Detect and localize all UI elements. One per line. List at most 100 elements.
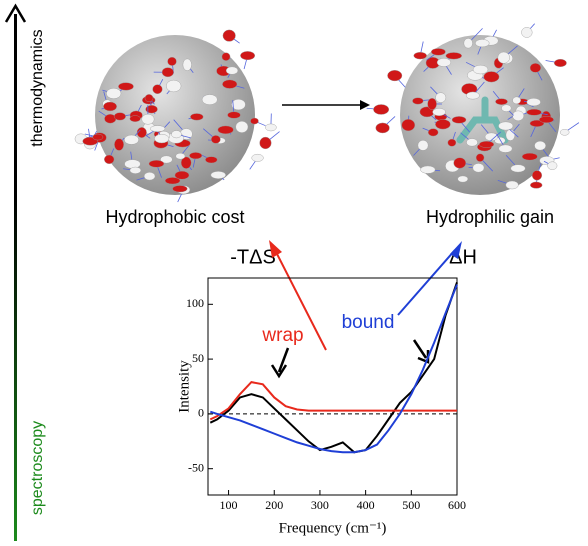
molecule-image xyxy=(75,30,280,202)
atom xyxy=(433,108,446,115)
atom xyxy=(373,104,388,114)
atom xyxy=(452,116,466,123)
atom xyxy=(476,154,484,162)
atom xyxy=(511,165,526,172)
atom xyxy=(479,141,494,147)
atom xyxy=(513,97,521,104)
atom xyxy=(250,118,258,124)
atom xyxy=(173,185,188,192)
atom xyxy=(104,155,114,164)
atom xyxy=(118,83,133,91)
x-tick-label: 600 xyxy=(448,498,466,512)
atom xyxy=(124,135,138,144)
atom xyxy=(530,182,542,188)
y-tick-label: 50 xyxy=(192,351,204,365)
atom xyxy=(162,68,174,77)
atom xyxy=(202,95,217,105)
atom xyxy=(240,51,254,59)
y-tick-label: 100 xyxy=(186,296,204,310)
atom xyxy=(473,163,484,172)
atom xyxy=(124,160,140,169)
atom xyxy=(166,80,181,92)
atom xyxy=(521,27,532,37)
y-tick-label: 0 xyxy=(198,406,204,420)
atom xyxy=(114,139,123,151)
atom xyxy=(153,85,163,94)
atom xyxy=(436,93,446,103)
atom xyxy=(484,72,499,83)
atom xyxy=(218,126,234,134)
atom xyxy=(412,98,423,105)
atom xyxy=(475,39,489,47)
atom xyxy=(114,113,126,121)
annotation: -TΔS xyxy=(230,246,276,268)
atom xyxy=(473,65,488,74)
atom xyxy=(223,30,236,41)
atom xyxy=(103,102,116,111)
atom xyxy=(150,126,165,132)
atom xyxy=(554,59,566,66)
series-line xyxy=(210,282,457,452)
x-axis-label: Frequency (cm⁻¹) xyxy=(279,520,387,536)
atom xyxy=(506,181,519,189)
atom xyxy=(513,111,524,121)
atom xyxy=(527,109,542,115)
atom xyxy=(420,166,435,174)
atom xyxy=(464,38,473,48)
atom xyxy=(495,99,507,105)
atom xyxy=(414,52,427,59)
atom xyxy=(168,57,177,65)
axis-label: thermodynamics xyxy=(29,29,46,146)
x-tick-label: 500 xyxy=(402,498,420,512)
atom xyxy=(548,162,558,170)
atom xyxy=(466,92,479,99)
atom xyxy=(171,131,181,138)
plot-frame xyxy=(208,278,457,495)
atom xyxy=(226,67,238,75)
atom xyxy=(144,172,155,180)
atom xyxy=(522,153,537,160)
y-tick-label: -50 xyxy=(188,460,204,474)
axis-label: spectroscopy xyxy=(29,421,46,515)
atom xyxy=(227,112,240,119)
atom xyxy=(211,171,226,178)
atom xyxy=(428,98,437,109)
atom xyxy=(454,158,466,169)
arrow xyxy=(272,348,288,376)
atom xyxy=(260,137,272,149)
atom xyxy=(236,121,248,132)
atom xyxy=(539,116,553,122)
atom xyxy=(458,176,468,182)
atom xyxy=(402,119,415,131)
atom xyxy=(535,141,546,150)
atom xyxy=(527,98,541,106)
atom xyxy=(418,140,428,150)
atom xyxy=(530,63,541,72)
atom xyxy=(149,160,164,167)
y-axis-label: Intensity xyxy=(176,360,192,413)
x-tick-label: 200 xyxy=(265,498,283,512)
atom xyxy=(388,70,402,81)
atom xyxy=(165,177,180,184)
atom xyxy=(222,80,237,89)
atom xyxy=(183,59,192,71)
atom xyxy=(498,122,513,130)
atom xyxy=(106,88,121,98)
atom xyxy=(446,52,462,59)
atom xyxy=(560,129,569,135)
atom xyxy=(466,139,477,147)
atom xyxy=(506,130,515,141)
arrow xyxy=(398,250,455,315)
atom xyxy=(176,153,185,159)
atom xyxy=(448,139,456,146)
atom xyxy=(205,157,217,163)
caption: Hydrophobic cost xyxy=(105,207,244,227)
atom xyxy=(435,119,450,129)
x-tick-label: 100 xyxy=(220,498,238,512)
annotation: ΔH xyxy=(449,246,477,268)
atom xyxy=(222,53,230,61)
atom xyxy=(498,52,510,63)
atom xyxy=(93,134,103,140)
atom xyxy=(142,114,155,124)
caption: Hydrophilic gain xyxy=(426,207,554,227)
